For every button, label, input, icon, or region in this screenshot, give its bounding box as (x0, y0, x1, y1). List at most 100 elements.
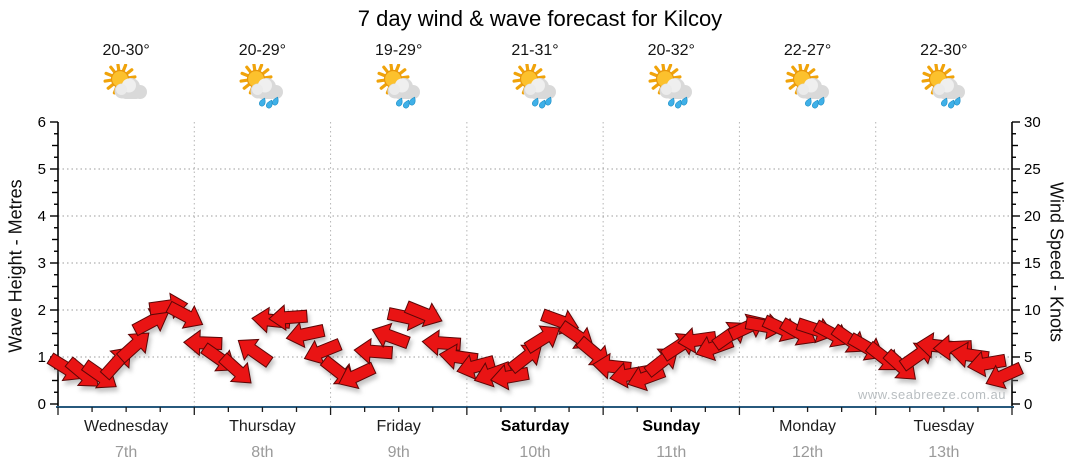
sun-ray (103, 78, 114, 83)
day-name-label: Tuesday (913, 418, 975, 435)
sun-ray (389, 62, 394, 73)
day-summary-friday: 19-29° (344, 42, 454, 115)
temperature-range: 20-29° (238, 42, 287, 59)
sun-ray (377, 71, 387, 78)
sun-ray (921, 78, 932, 83)
left-tick-label: 0 (38, 396, 46, 413)
right-tick-label: 15 (1024, 255, 1041, 272)
rain-drops (940, 96, 961, 109)
sun-ray (790, 65, 799, 75)
sun-ray (518, 65, 526, 75)
temperature-range: 22-27° (783, 42, 832, 59)
temperature-range: 21-31° (511, 42, 559, 59)
sun-ray (381, 65, 390, 75)
day-date-label: 8th (251, 444, 274, 461)
sun-ray (245, 65, 254, 75)
day-date-label: 10th (519, 444, 551, 461)
rain-drops (532, 96, 552, 109)
chart-title: 7 day wind & wave forecast for Kilcoy (357, 6, 723, 31)
sun-ray (533, 68, 543, 76)
day-name-label: Wednesday (84, 418, 169, 435)
sun-ray (530, 63, 537, 74)
cloud-icon (932, 78, 965, 99)
cloud-icon (523, 78, 556, 99)
wind-arrow (489, 363, 530, 391)
sun-ray (261, 68, 270, 76)
sun-ray (807, 75, 819, 80)
temperature-range: 20-32° (647, 42, 695, 59)
left-tick-label: 5 (38, 161, 46, 178)
sun-ray (104, 71, 115, 78)
sun-ray (126, 75, 137, 80)
sun-ray (934, 62, 939, 73)
sun-ray (399, 75, 410, 80)
sun-ray (786, 71, 796, 78)
sun-ray (243, 82, 252, 90)
day-name-label: Sunday (642, 418, 701, 435)
sun-cloud-rain-icon (921, 62, 965, 109)
rain-drops (259, 96, 279, 109)
day-date-label: 7th (115, 444, 138, 461)
sun-ray (942, 68, 952, 76)
day-name-label: Friday (376, 418, 421, 435)
sun-ray (262, 75, 273, 80)
day-name-label: Monday (779, 418, 837, 435)
cloud-icon (659, 78, 693, 99)
left-tick-label: 6 (38, 114, 46, 131)
sun-ray (252, 62, 257, 73)
sun-ray (788, 82, 797, 90)
wind-arrow (966, 350, 1007, 378)
sun-ray (121, 63, 128, 74)
temperature-range: 22-30° (920, 42, 968, 59)
wind-arrow (338, 361, 377, 390)
watermark: www.seabreeze.com.au (857, 387, 1006, 402)
right-tick-label: 30 (1024, 114, 1041, 131)
wind-arrow (165, 300, 204, 329)
sun-ray (240, 71, 251, 78)
sun-ray (666, 63, 673, 74)
day-name-label: Saturday (500, 418, 570, 435)
sun-ray (944, 75, 955, 80)
sun-ray (649, 71, 660, 78)
left-tick-label: 3 (38, 255, 46, 272)
wind-arrow (677, 327, 718, 354)
sun-ray (535, 75, 546, 80)
wind-arrow (353, 337, 394, 365)
sun-cloud-rain-icon (239, 62, 284, 109)
sun-ray (939, 63, 946, 74)
day-summary-thursday: 20-29° (207, 42, 317, 115)
sun-ray (512, 78, 523, 83)
day-summary-tuesday: 22-30° (889, 42, 999, 115)
wind-arrow (218, 352, 252, 384)
rain-drops (395, 96, 416, 109)
left-tick-label: 2 (38, 302, 46, 319)
sun-ray (785, 78, 796, 83)
cloud-icon (387, 78, 420, 99)
right-axis-title: Wind Speed - Knots (1046, 181, 1067, 343)
wind-arrow (456, 353, 496, 381)
cloud-icon (114, 78, 148, 99)
sun-cloud-rain-icon (512, 62, 556, 109)
left-tick-label: 4 (38, 208, 46, 225)
day-date-label: 9th (387, 444, 410, 461)
sun-ray (515, 82, 525, 90)
sun-ray (106, 82, 116, 90)
sun-ray (802, 63, 809, 74)
sun-cloud-rain-icon (648, 62, 693, 109)
wind-arrow (932, 334, 973, 362)
temperature-range: 19-29° (375, 42, 423, 59)
temperature-range: 20-30° (102, 42, 150, 59)
sun-cloud-rain-icon (376, 62, 420, 109)
rain-drops (804, 96, 825, 109)
wind-arrow (285, 321, 326, 349)
day-date-label: 11th (656, 444, 687, 461)
wind-arrow (403, 300, 443, 328)
sun-ray (394, 63, 400, 74)
day-summary-saturday: 21-31° (480, 42, 590, 115)
right-tick-label: 10 (1024, 302, 1041, 319)
sun-ray (397, 68, 407, 76)
day-date-label: 13th (928, 444, 960, 461)
sun-cloud-rain-icon (785, 62, 829, 109)
sun-ray (651, 82, 661, 90)
